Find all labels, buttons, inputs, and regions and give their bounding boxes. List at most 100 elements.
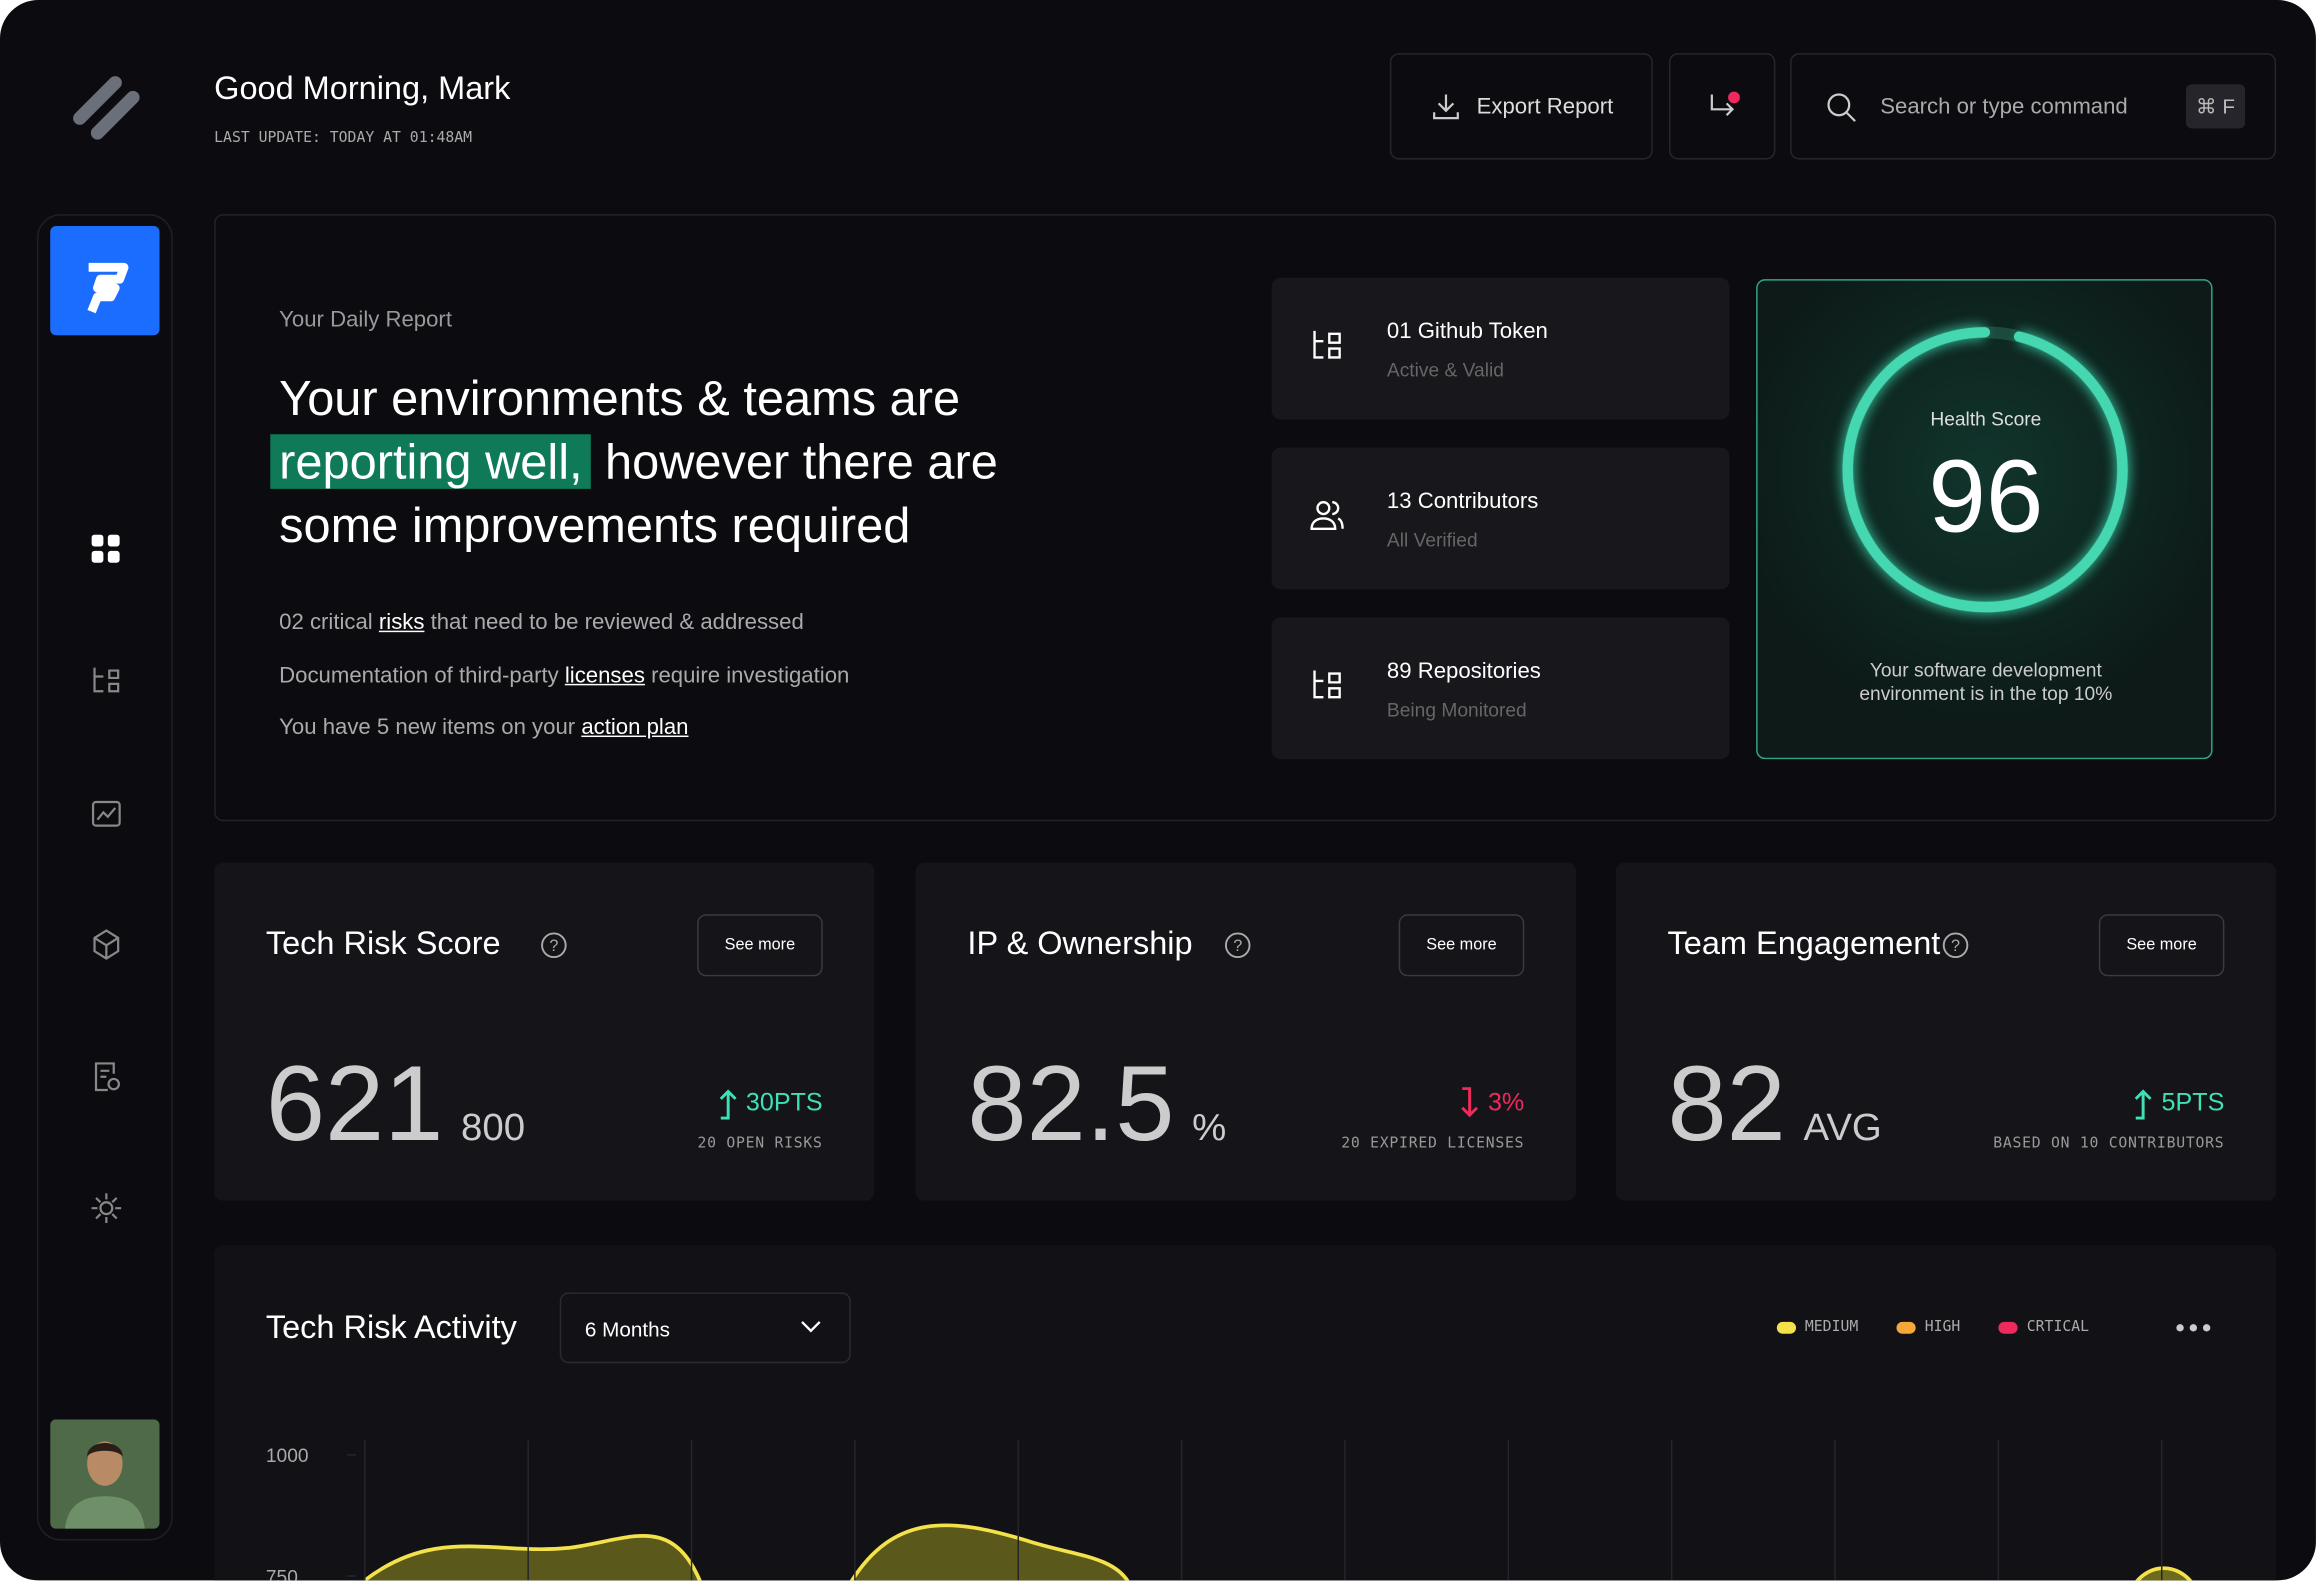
see-more-button[interactable]: See more (697, 914, 823, 977)
item-after: that need to be reviewed & addressed (424, 610, 804, 636)
stat-title: 89 Repositories (1386, 658, 1541, 684)
svg-text:?: ? (1951, 937, 1960, 955)
ring-progress (1842, 327, 2128, 613)
see-more-button[interactable]: See more (2098, 914, 2225, 977)
stat-subtitle: Being Monitored (1386, 698, 1527, 721)
legend-item: CRTICAL (1998, 1318, 2090, 1336)
brand-icon (87, 262, 129, 314)
metric-value-row: 82.5% (967, 1052, 1226, 1158)
daily-report-panel: Your Daily Report Your environments & te… (214, 214, 2277, 822)
range-value: 6 Months (584, 1317, 670, 1342)
metric-delta: 5PTS (2161, 1088, 2225, 1117)
help-icon: ? (1942, 932, 1969, 959)
medium-area (364, 1525, 1128, 1581)
report-items: 02 critical risks that need to be review… (279, 597, 849, 754)
item-link[interactable]: action plan (581, 714, 689, 740)
metric-delta-row: 3% (1458, 1087, 1524, 1119)
activity-chart: 1000 750 (266, 1440, 2193, 1581)
nav-packages[interactable] (90, 928, 122, 960)
stat-subtitle: Active & Valid (1386, 358, 1504, 382)
legend-label: HIGH (1924, 1318, 1961, 1336)
notification-button[interactable] (1669, 53, 1776, 160)
item-link[interactable]: risks (378, 610, 425, 636)
health-score: 96 (1928, 438, 2044, 554)
svg-text:?: ? (549, 937, 558, 955)
activity-title: Tech Risk Activity (265, 1308, 517, 1346)
y-tick-label: 1000 (266, 1446, 309, 1467)
headline-end: however there are some improvements requ… (279, 434, 998, 553)
metric-delta: 3% (1487, 1088, 1525, 1117)
metric-title: Tech Risk Score (265, 924, 501, 962)
y-tick-label: 750 (266, 1567, 298, 1580)
stat-icon (1313, 670, 1341, 699)
health-card: Health Score 96 Your software developmen… (1756, 279, 2213, 760)
stat-subtitle: All Verified (1386, 528, 1478, 551)
metric-card: Team Engagement? See more 82 AVG 5PTS BASED O… (1615, 862, 2277, 1201)
legend-item: MEDIUM (1776, 1319, 1858, 1335)
legend-swatch (1998, 1321, 2018, 1333)
legend-item: HIGH (1896, 1318, 1961, 1336)
export-label: Export Report (1476, 93, 1614, 119)
search-placeholder: Search or type command (1880, 94, 2128, 120)
logo (73, 76, 140, 140)
legend-label: CRTICAL (2026, 1318, 2090, 1336)
metric-delta-row: 5PTS (2132, 1087, 2225, 1120)
notification-icon (1710, 91, 1740, 116)
metric-note: 20 EXPIRED LICENSES (1341, 1135, 1525, 1153)
health-ring (1840, 324, 2130, 615)
legend-swatch (1896, 1321, 1916, 1333)
metric-card: IP & Ownership? See more 82.5% 3% 20 EXPIRED… (915, 862, 1576, 1201)
metric-value: 82 (1667, 1045, 1786, 1164)
user-avatar[interactable] (50, 1419, 160, 1529)
health-caption: Your software development environment is… (1859, 658, 2113, 705)
metric-unit: AVG (1803, 1104, 1882, 1150)
nav-repos[interactable] (90, 665, 122, 697)
metric-card: Tech Risk Score? See more 621 800 30PTS 20 OP… (214, 862, 875, 1201)
help-icon: ? (1225, 932, 1252, 959)
see-more-button[interactable]: See more (1398, 914, 1525, 977)
stat-card: 01 Github Token Active & Valid (1271, 277, 1730, 420)
more-menu[interactable] (2174, 1322, 2212, 1334)
stat-card: 89 Repositories Being Monitored (1271, 617, 1730, 760)
medium-line-end (2135, 1566, 2193, 1581)
nav-documents[interactable] (90, 1059, 122, 1094)
item-link[interactable]: licenses (564, 662, 645, 688)
sidebar (36, 214, 173, 1541)
metric-note: 20 OPEN RISKS (697, 1135, 823, 1153)
delta-arrow (719, 1089, 737, 1120)
metric-delta-row: 30PTS (716, 1087, 823, 1120)
brand-tile[interactable] (50, 225, 160, 336)
report-label: Your Daily Report (279, 307, 452, 333)
delta-arrow (1461, 1087, 1479, 1118)
headline-start: Your environments & teams are (279, 370, 961, 426)
search-box[interactable]: Search or type command ⌘ F (1790, 53, 2277, 160)
stat-icon (1313, 330, 1341, 359)
nav-dashboard[interactable] (91, 534, 122, 565)
last-update: LAST UPDATE: TODAY AT 01:48AM (214, 129, 473, 147)
range-select[interactable]: 6 Months (559, 1292, 851, 1364)
item-before: You have 5 new items on your (279, 714, 582, 740)
stat-title: 01 Github Token (1386, 319, 1548, 345)
metric-delta: 30PTS (745, 1088, 823, 1117)
download-icon (1432, 94, 1459, 120)
stat-title: 13 Contributors (1386, 488, 1539, 514)
nav-settings[interactable] (90, 1192, 122, 1224)
metric-title: IP & Ownership (967, 924, 1193, 962)
nav-analytics[interactable] (90, 798, 122, 830)
item-before: 02 critical (279, 610, 379, 636)
metric-value-row: 621 800 (266, 1052, 525, 1158)
report-item: You have 5 new items on your action plan (279, 702, 849, 754)
delta-arrow (2135, 1089, 2153, 1120)
activity-panel: Tech Risk Activity 6 Months MEDIUM HIGH CR… (214, 1245, 2277, 1581)
export-button[interactable]: Export Report (1389, 53, 1653, 160)
report-item: 02 critical risks that need to be review… (279, 597, 849, 649)
report-item: Documentation of third-party licenses re… (279, 649, 849, 701)
metric-note: BASED ON 10 CONTRIBUTORS (1993, 1135, 2225, 1153)
help-icon: ? (541, 932, 567, 959)
report-headline: Your environments & teams are reporting … (270, 366, 1047, 557)
health-label: Health Score (1930, 407, 2042, 430)
item-before: Documentation of third-party (279, 662, 565, 688)
medium-line (363, 1523, 1130, 1581)
chevron (801, 1321, 821, 1333)
